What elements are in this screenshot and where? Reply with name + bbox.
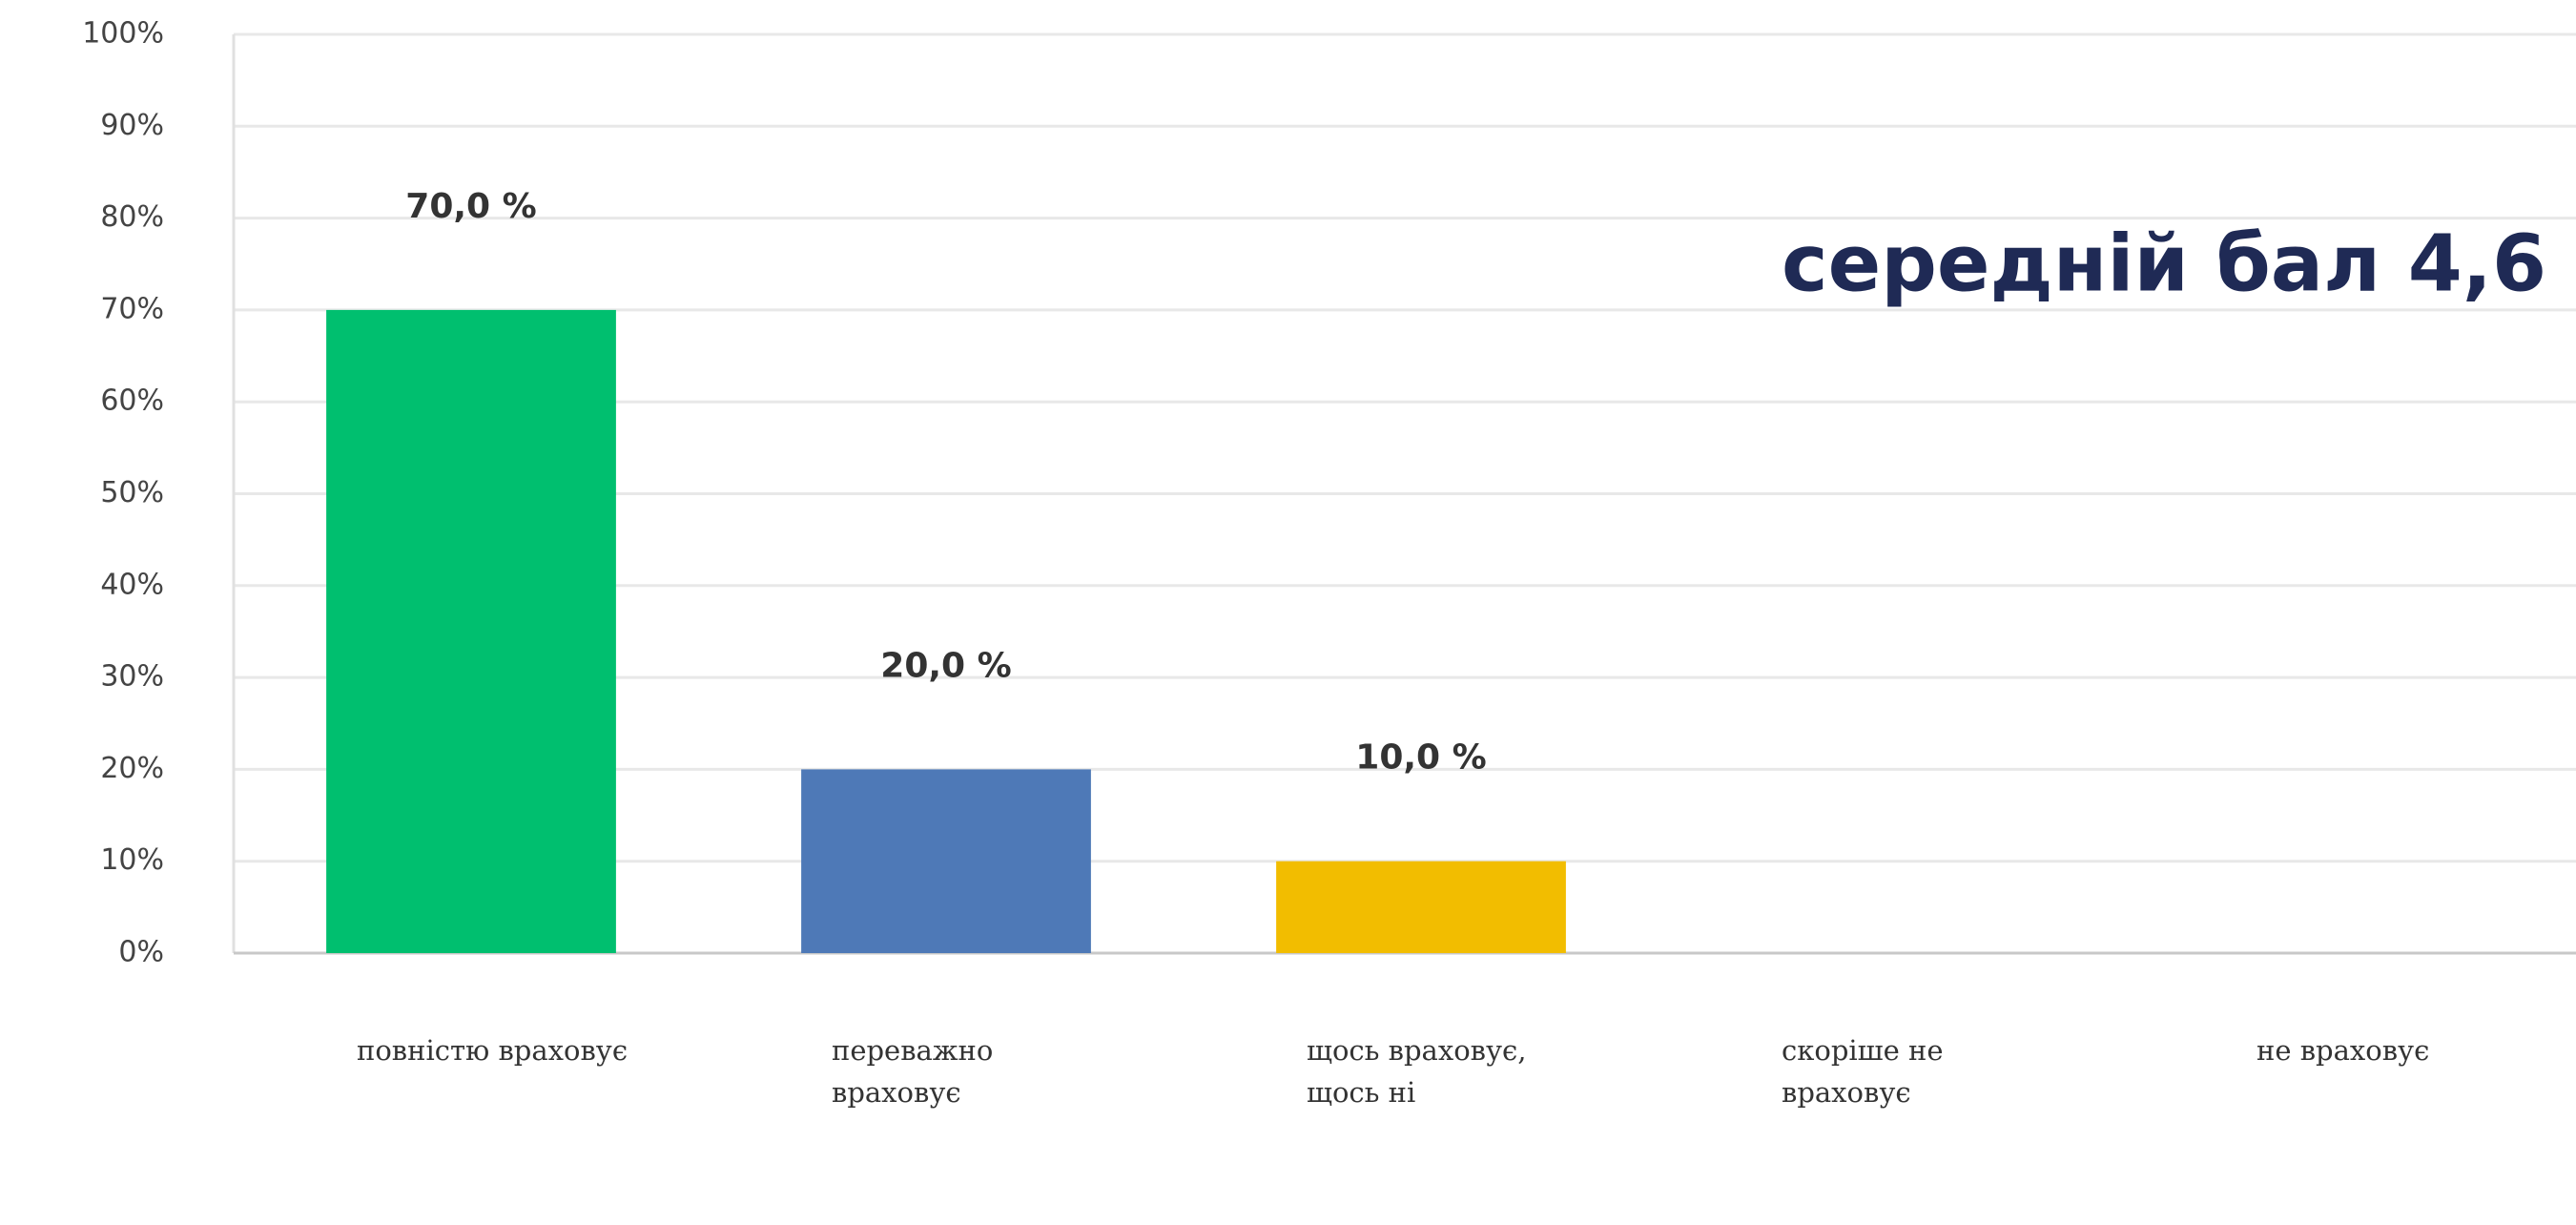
x-tick-label: повністю враховує bbox=[357, 1034, 629, 1067]
value-label: 70,0 % bbox=[405, 187, 536, 226]
x-tick-label: скоріше не враховує bbox=[1782, 1034, 1944, 1109]
x-tick-label: не враховує bbox=[2257, 1034, 2430, 1067]
value-label: 10,0 % bbox=[1355, 738, 1486, 778]
annotation: середній бал 4,6 bbox=[1782, 218, 2546, 309]
x-tick-label: щось враховує, щось ні bbox=[1307, 1034, 1527, 1109]
y-tick-label: 40% bbox=[100, 568, 164, 601]
y-tick-label: 100% bbox=[82, 17, 164, 51]
value-label: 20,0 % bbox=[880, 646, 1011, 685]
y-tick-label: 20% bbox=[100, 752, 164, 785]
y-tick-label: 60% bbox=[100, 384, 164, 418]
bar bbox=[801, 769, 1091, 953]
x-tick-label: переважно враховує bbox=[832, 1034, 994, 1109]
y-tick-label: 30% bbox=[100, 660, 164, 694]
y-tick-label: 80% bbox=[100, 200, 164, 234]
y-tick-label: 50% bbox=[100, 476, 164, 509]
bar bbox=[326, 309, 616, 953]
y-tick-label: 90% bbox=[100, 109, 164, 142]
y-tick-label: 70% bbox=[100, 292, 164, 325]
y-tick-label: 10% bbox=[100, 843, 164, 877]
y-tick-label: 0% bbox=[118, 936, 164, 969]
bar bbox=[1276, 861, 1566, 953]
